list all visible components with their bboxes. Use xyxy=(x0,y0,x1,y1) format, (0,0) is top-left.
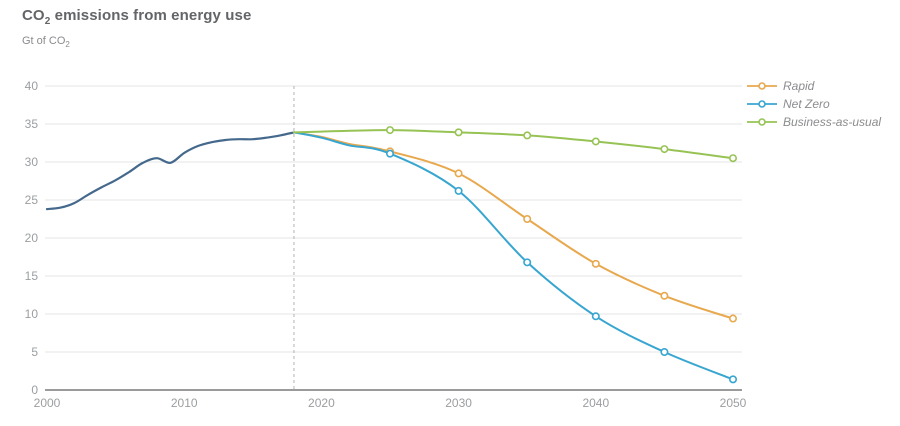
series-line-net-zero xyxy=(292,131,734,381)
x-tick-label: 2050 xyxy=(720,396,747,410)
y-tick-label: 20 xyxy=(25,231,39,245)
x-tick-label: 2040 xyxy=(582,396,609,410)
y-tick-label: 25 xyxy=(25,193,39,207)
data-point-marker-rapid xyxy=(660,291,669,300)
legend-item-net-zero: Net Zero xyxy=(746,97,881,111)
legend-label-net-zero: Net Zero xyxy=(783,97,830,111)
y-tick-label: 30 xyxy=(25,155,39,169)
legend-marker-net-zero xyxy=(747,100,777,108)
data-point-marker-business-as-usual xyxy=(591,137,600,146)
data-point-marker-rapid xyxy=(454,169,463,178)
legend-item-rapid: Rapid xyxy=(746,79,881,93)
x-tick-label: 2010 xyxy=(171,396,198,410)
data-point-marker-business-as-usual xyxy=(454,128,463,137)
y-tick-label: 5 xyxy=(31,345,38,359)
data-point-marker-business-as-usual xyxy=(385,126,394,135)
x-tick-label: 2020 xyxy=(308,396,335,410)
data-point-marker-business-as-usual xyxy=(728,154,737,163)
legend-label-business-as-usual: Business-as-usual xyxy=(783,115,882,129)
axis-unit-label: Gt of CO2 xyxy=(22,35,70,49)
series-line-rapid xyxy=(292,131,734,320)
chart-legend: Rapid Net Zero Business-as-usual xyxy=(746,79,881,129)
y-tick-label: 0 xyxy=(31,383,38,397)
title-text-rest: emissions from energy use xyxy=(50,7,252,24)
series-line-history xyxy=(45,131,296,211)
title-subscript: 2 xyxy=(44,16,51,27)
subtitle-text: Gt of CO xyxy=(22,35,66,47)
data-point-marker-net-zero xyxy=(660,347,669,356)
legend-item-business-as-usual: Business-as-usual xyxy=(746,115,881,129)
y-tick-label: 10 xyxy=(25,307,39,321)
data-point-marker-business-as-usual xyxy=(660,145,669,154)
title-text: CO xyxy=(22,7,45,24)
y-tick-label: 40 xyxy=(25,79,39,93)
data-point-marker-net-zero xyxy=(523,258,532,267)
series-line-business-as-usual xyxy=(292,129,734,160)
x-tick-label: 2000 xyxy=(34,396,61,410)
chart-title: CO2 emissions from energy use xyxy=(22,7,251,27)
data-point-marker-rapid xyxy=(523,215,532,224)
subtitle-subscript: 2 xyxy=(65,40,70,50)
legend-label-rapid: Rapid xyxy=(783,79,815,93)
x-tick-label: 2030 xyxy=(445,396,472,410)
y-tick-label: 35 xyxy=(25,117,39,131)
data-point-marker-rapid xyxy=(728,314,737,323)
data-point-marker-rapid xyxy=(591,259,600,268)
data-point-marker-net-zero xyxy=(591,312,600,321)
data-point-marker-net-zero xyxy=(385,149,394,158)
legend-marker-rapid xyxy=(747,82,777,90)
data-point-marker-net-zero xyxy=(728,375,737,384)
data-point-marker-business-as-usual xyxy=(523,131,532,140)
y-tick-label: 15 xyxy=(25,269,39,283)
legend-marker-business-as-usual xyxy=(747,118,777,126)
data-point-marker-net-zero xyxy=(454,186,463,195)
